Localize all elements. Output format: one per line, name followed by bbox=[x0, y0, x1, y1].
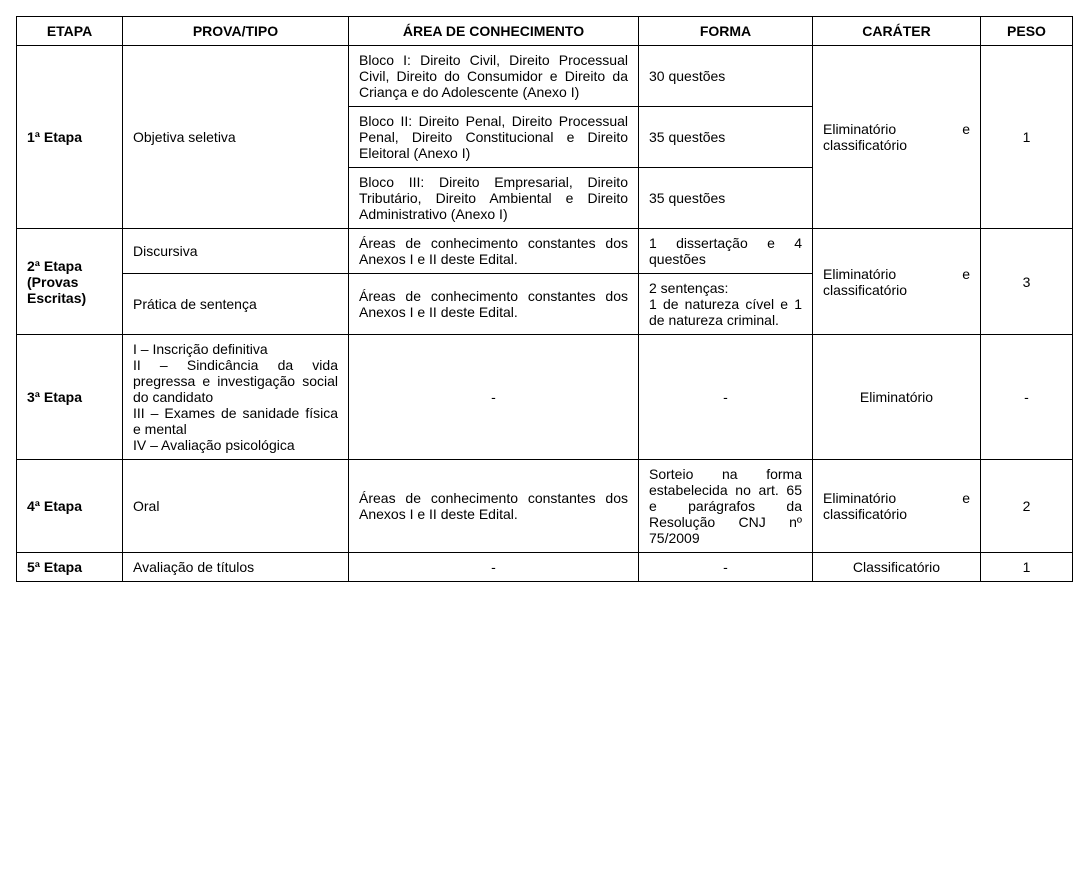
etapa1-label: 1ª Etapa bbox=[17, 46, 123, 229]
table-row: 2ª Etapa (Provas Escritas) Discursiva Ár… bbox=[17, 229, 1073, 274]
etapa5-forma: - bbox=[639, 553, 813, 582]
etapa2-carater: Eliminatório e classificatório bbox=[813, 229, 981, 335]
etapa1-bloco1-forma: 30 questões bbox=[639, 46, 813, 107]
etapa4-carater: Eliminatório e classificatório bbox=[813, 460, 981, 553]
etapa5-label: 5ª Etapa bbox=[17, 553, 123, 582]
table-header-row: ETAPA PROVA/TIPO ÁREA DE CONHECIMENTO FO… bbox=[17, 17, 1073, 46]
table-row: 1ª Etapa Objetiva seletiva Bloco I: Dire… bbox=[17, 46, 1073, 107]
etapa3-carater: Eliminatório bbox=[813, 335, 981, 460]
etapa2-r2-area: Áreas de conhecimento constantes dos Ane… bbox=[349, 274, 639, 335]
etapa4-peso: 2 bbox=[981, 460, 1073, 553]
etapa1-bloco3-area: Bloco III: Direito Empresarial, Direito … bbox=[349, 168, 639, 229]
etapa1-bloco3-forma: 35 questões bbox=[639, 168, 813, 229]
etapa2-peso: 3 bbox=[981, 229, 1073, 335]
etapa1-bloco1-area: Bloco I: Direito Civil, Direito Processu… bbox=[349, 46, 639, 107]
col-header-area: ÁREA DE CONHECIMENTO bbox=[349, 17, 639, 46]
etapa3-peso: - bbox=[981, 335, 1073, 460]
etapa5-peso: 1 bbox=[981, 553, 1073, 582]
etapa5-prova: Avaliação de títulos bbox=[123, 553, 349, 582]
etapa4-forma: Sorteio na forma estabelecida no art. 65… bbox=[639, 460, 813, 553]
etapa5-carater: Classificatório bbox=[813, 553, 981, 582]
table-row: 3ª Etapa I – Inscrição definitivaII – Si… bbox=[17, 335, 1073, 460]
etapa2-r1-area: Áreas de conhecimento constantes dos Ane… bbox=[349, 229, 639, 274]
etapa4-prova: Oral bbox=[123, 460, 349, 553]
col-header-etapa: ETAPA bbox=[17, 17, 123, 46]
etapa1-bloco2-area: Bloco II: Direito Penal, Direito Process… bbox=[349, 107, 639, 168]
etapa2-r2-prova: Prática de sentença bbox=[123, 274, 349, 335]
etapa4-area: Áreas de conhecimento constantes dos Ane… bbox=[349, 460, 639, 553]
col-header-carater: CARÁTER bbox=[813, 17, 981, 46]
etapa3-forma: - bbox=[639, 335, 813, 460]
etapas-table: ETAPA PROVA/TIPO ÁREA DE CONHECIMENTO FO… bbox=[16, 16, 1073, 582]
etapa3-prova: I – Inscrição definitivaII – Sindicância… bbox=[123, 335, 349, 460]
etapa2-r2-forma: 2 sentenças:1 de natureza cível e 1 de n… bbox=[639, 274, 813, 335]
col-header-forma: FORMA bbox=[639, 17, 813, 46]
table-row: 5ª Etapa Avaliação de títulos - - Classi… bbox=[17, 553, 1073, 582]
etapa1-bloco2-forma: 35 questões bbox=[639, 107, 813, 168]
col-header-prova: PROVA/TIPO bbox=[123, 17, 349, 46]
table-row: 4ª Etapa Oral Áreas de conhecimento cons… bbox=[17, 460, 1073, 553]
etapa1-prova: Objetiva seletiva bbox=[123, 46, 349, 229]
etapa1-carater: Eliminatório e classificatório bbox=[813, 46, 981, 229]
etapa2-r1-prova: Discursiva bbox=[123, 229, 349, 274]
etapa3-area: - bbox=[349, 335, 639, 460]
etapa1-peso: 1 bbox=[981, 46, 1073, 229]
etapa5-area: - bbox=[349, 553, 639, 582]
etapa2-r1-forma: 1 dissertação e 4 questões bbox=[639, 229, 813, 274]
etapa3-label: 3ª Etapa bbox=[17, 335, 123, 460]
etapa2-label: 2ª Etapa (Provas Escritas) bbox=[17, 229, 123, 335]
etapa4-label: 4ª Etapa bbox=[17, 460, 123, 553]
col-header-peso: PESO bbox=[981, 17, 1073, 46]
